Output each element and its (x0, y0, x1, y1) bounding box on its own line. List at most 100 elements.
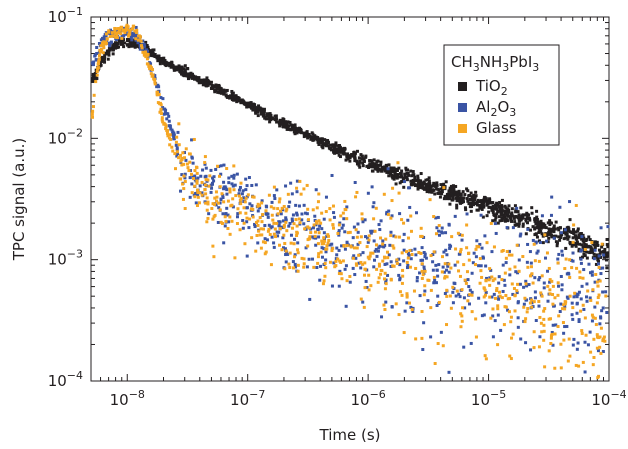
data-point (288, 200, 292, 204)
data-point (579, 309, 583, 313)
data-point (490, 295, 494, 299)
data-point (367, 288, 371, 292)
data-point (415, 211, 419, 215)
data-point (542, 286, 546, 290)
data-point (517, 222, 521, 226)
data-point (159, 96, 163, 100)
data-point (389, 171, 393, 175)
data-point (277, 230, 281, 234)
data-point (265, 238, 269, 242)
data-point (467, 202, 471, 206)
data-point (213, 85, 217, 89)
data-point (440, 270, 444, 274)
data-point (537, 259, 541, 263)
data-point (456, 260, 460, 264)
data-point (155, 90, 159, 94)
data-point (180, 163, 184, 167)
data-point (216, 164, 220, 168)
data-point (252, 195, 256, 199)
data-point (459, 201, 463, 205)
data-point (225, 192, 229, 196)
data-point (521, 255, 525, 259)
data-point (444, 248, 448, 252)
data-point (420, 262, 424, 266)
data-point (278, 227, 282, 231)
data-point (491, 307, 495, 311)
data-point (527, 216, 531, 220)
data-point (474, 247, 478, 251)
data-point (409, 169, 413, 173)
data-point (228, 190, 232, 194)
data-point (509, 216, 513, 220)
data-point (128, 38, 132, 42)
data-point (393, 171, 397, 175)
data-point (599, 272, 603, 276)
y-tick-base: 10 (48, 372, 67, 390)
data-point (420, 309, 424, 313)
data-point (311, 226, 315, 230)
data-point (281, 236, 285, 240)
data-point (455, 206, 459, 210)
data-point (341, 211, 345, 215)
data-point (321, 282, 325, 286)
data-point (386, 213, 390, 217)
data-point (428, 190, 432, 194)
data-point (247, 102, 251, 106)
x-tick-label: 10−6 (350, 388, 385, 409)
data-point (219, 172, 223, 176)
data-point (574, 230, 578, 234)
data-point (549, 336, 553, 340)
data-point (322, 247, 326, 251)
data-point (591, 315, 595, 319)
data-point (302, 187, 306, 191)
data-point (358, 241, 362, 245)
data-point (223, 185, 227, 189)
data-point (290, 192, 294, 196)
y-tick-label: 10−1 (48, 5, 83, 26)
data-point (392, 264, 396, 268)
data-point (272, 232, 276, 236)
data-point (447, 370, 451, 374)
data-point (304, 226, 308, 230)
data-point (484, 301, 488, 305)
data-point (575, 242, 579, 246)
data-point (231, 197, 235, 201)
data-point (600, 309, 604, 313)
data-point (309, 231, 313, 235)
data-point (574, 363, 578, 367)
data-point (95, 51, 99, 55)
data-point (589, 298, 593, 302)
data-point (481, 215, 485, 219)
data-point (597, 265, 601, 269)
data-point (280, 206, 284, 210)
data-point (317, 252, 321, 256)
data-point (182, 151, 186, 155)
data-point (492, 213, 496, 217)
data-point (339, 214, 343, 218)
data-point (115, 36, 119, 40)
data-point (183, 172, 187, 176)
data-point (298, 179, 302, 183)
data-point (183, 207, 187, 211)
data-point (500, 218, 504, 222)
data-point (408, 249, 412, 253)
data-point (397, 175, 401, 179)
data-point (267, 223, 271, 227)
data-point (488, 276, 492, 280)
data-point (442, 250, 446, 254)
data-point (589, 271, 593, 275)
data-point (590, 241, 594, 245)
data-point (513, 309, 517, 313)
data-point (578, 242, 582, 246)
data-point (538, 222, 542, 226)
data-point (313, 214, 317, 218)
data-point (529, 348, 533, 352)
data-point (439, 330, 443, 334)
data-point (484, 357, 488, 361)
data-point (540, 222, 544, 226)
data-point (490, 201, 494, 205)
data-point (510, 219, 514, 223)
data-point (559, 302, 563, 306)
data-point (402, 221, 406, 225)
data-point (263, 252, 267, 256)
